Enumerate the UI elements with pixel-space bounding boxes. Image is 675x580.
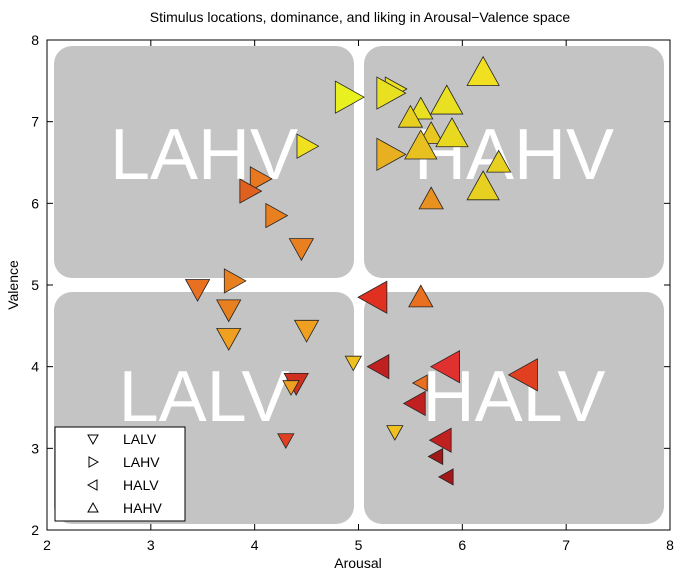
legend-marker [87, 434, 99, 446]
marker [282, 380, 300, 396]
marker [408, 284, 434, 308]
marker [223, 268, 247, 294]
marker [366, 353, 390, 380]
x-tick-label: 7 [562, 537, 570, 553]
marker [430, 84, 464, 115]
marker [437, 468, 454, 486]
chart-title: Stimulus locations, dominance, and likin… [150, 9, 571, 25]
marker [386, 425, 404, 441]
marker [288, 238, 315, 262]
marker [435, 117, 469, 148]
marker [427, 447, 444, 466]
marker [344, 355, 362, 372]
marker [296, 133, 320, 159]
y-axis-label: Valence [5, 260, 21, 310]
legend-marker [88, 456, 100, 468]
y-tick-label: 8 [31, 32, 39, 48]
marker [428, 427, 452, 453]
quadrant-label: LALV [119, 357, 290, 437]
legend-box [54, 426, 186, 522]
marker [216, 328, 242, 351]
x-axis-label: Arousal [334, 555, 381, 571]
marker [277, 433, 295, 449]
y-tick-label: 4 [31, 359, 39, 375]
marker [466, 55, 500, 86]
quadrant-label: LAHV [110, 115, 298, 195]
marker [184, 279, 211, 302]
marker [376, 137, 407, 172]
legend-label: LALV [123, 431, 157, 447]
y-tick-label: 6 [31, 195, 39, 211]
legend-label: LAHV [123, 454, 160, 470]
legend-marker [87, 501, 99, 513]
y-tick-label: 2 [31, 522, 39, 538]
marker [293, 319, 320, 343]
quadrant [364, 292, 664, 524]
marker [376, 76, 407, 110]
x-tick-label: 3 [147, 537, 155, 553]
marker [404, 129, 438, 160]
x-tick-label: 6 [458, 537, 466, 553]
marker [265, 202, 289, 229]
marker [418, 186, 444, 210]
marker [334, 80, 365, 114]
marker [485, 149, 512, 173]
marker [402, 390, 426, 417]
x-tick-label: 2 [43, 537, 51, 553]
marker [216, 299, 242, 323]
y-tick-label: 3 [31, 440, 39, 456]
marker [466, 170, 500, 201]
x-tick-label: 5 [355, 537, 363, 553]
marker [357, 280, 388, 314]
legend-label: HAHV [123, 500, 163, 516]
x-tick-label: 4 [251, 537, 259, 553]
marker [411, 374, 428, 392]
marker [429, 349, 460, 384]
marker [249, 166, 273, 192]
y-tick-label: 7 [31, 114, 39, 130]
legend-marker [86, 479, 98, 491]
marker [397, 104, 424, 128]
marker [507, 358, 538, 392]
quadrant-label: HAHV [414, 115, 614, 195]
marker [239, 178, 263, 204]
x-tick-label: 8 [666, 537, 674, 553]
legend-label: HALV [123, 477, 159, 493]
y-tick-label: 5 [31, 277, 39, 293]
